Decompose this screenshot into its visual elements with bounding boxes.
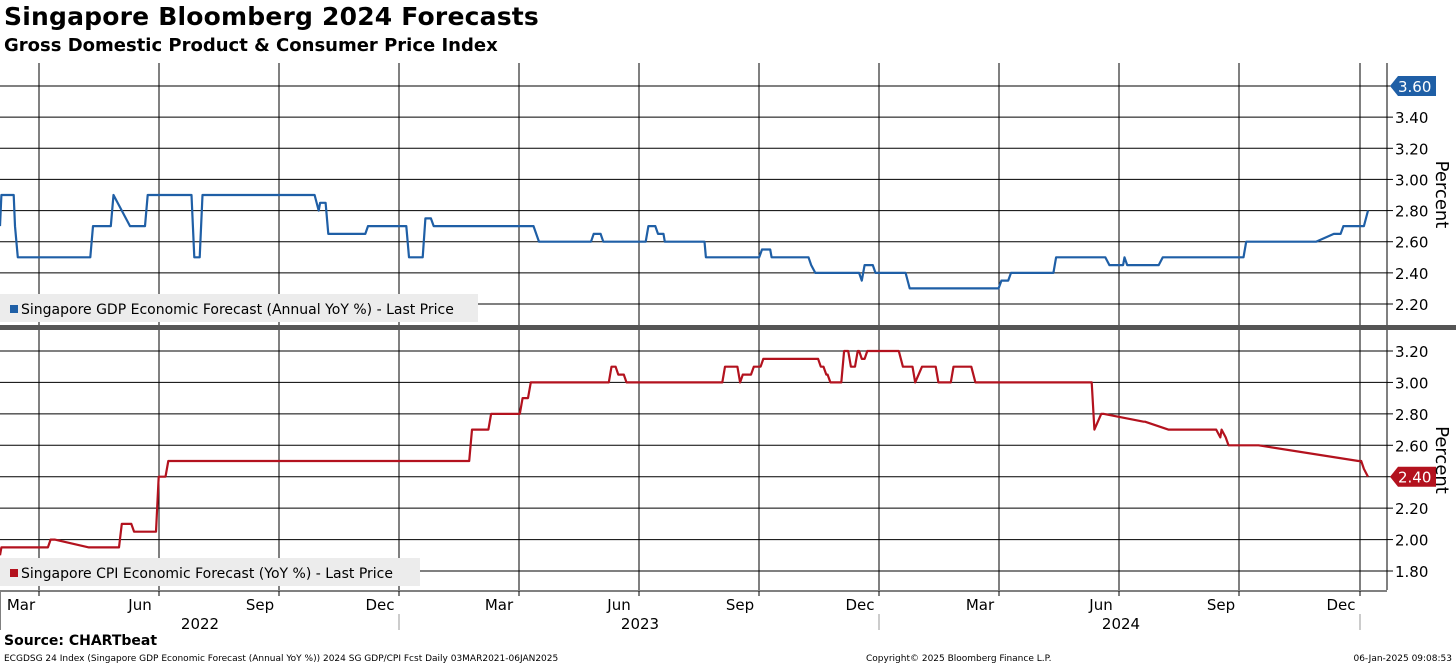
- gdp-legend-label: Singapore GDP Economic Forecast (Annual …: [21, 302, 454, 318]
- y-tick-label: 1.80: [1395, 563, 1428, 581]
- y-tick-label: 3.00: [1395, 171, 1428, 189]
- y-tick-label: 2.00: [1395, 532, 1428, 550]
- x-year-label: 2022: [181, 615, 219, 630]
- y-tick-label: 3.40: [1395, 109, 1428, 127]
- y-tick-label: 2.40: [1395, 265, 1428, 283]
- x-month-label: Jun: [606, 596, 630, 614]
- footer-copyright: Copyright© 2025 Bloomberg Finance L.P.: [866, 654, 1052, 664]
- x-month-label: Jun: [127, 596, 151, 614]
- y-tick-label: 2.80: [1395, 203, 1428, 221]
- x-month-label: Mar: [485, 596, 514, 614]
- y-tick-label: 2.60: [1395, 437, 1428, 455]
- y-tick-label: 3.20: [1395, 343, 1428, 361]
- gdp-legend-swatch: [10, 305, 18, 313]
- y-axis-label: Percent: [1431, 161, 1452, 229]
- y-axis-label: Percent: [1431, 426, 1452, 494]
- source-note: Source: CHARTbeat: [4, 633, 158, 649]
- x-month-label: Jun: [1088, 596, 1112, 614]
- cpi-last-value-tag: [1390, 466, 1436, 487]
- x-month-label: Sep: [246, 596, 274, 614]
- x-month-label: Dec: [365, 596, 394, 614]
- chart-title: Singapore Bloomberg 2024 Forecasts: [4, 2, 540, 31]
- cpi-legend-swatch: [10, 569, 18, 577]
- chart-subtitle: Gross Domestic Product & Consumer Price …: [4, 35, 498, 56]
- panel-divider: [0, 325, 1456, 330]
- gdp-legend-box: [0, 294, 478, 322]
- cpi-last-value-label: 2.40: [1398, 469, 1431, 487]
- frame-layer: [0, 63, 1456, 630]
- gdp-last-value-label: 3.60: [1398, 78, 1431, 96]
- grid-layer: [0, 63, 1387, 590]
- x-month-label: Mar: [966, 596, 995, 614]
- x-month-label: Sep: [1207, 596, 1235, 614]
- y-tick-label: 2.80: [1395, 406, 1428, 424]
- x-month-label: Mar: [7, 596, 36, 614]
- y-tick-label: 2.20: [1395, 296, 1428, 314]
- x-month-label: Sep: [726, 596, 754, 614]
- chart-area: 2.20 2.40 2.60 2.80 3.00 3.20 3.40 3.60 Singapor…: [0, 63, 1456, 630]
- cpi-series-line: [0, 349, 1369, 556]
- x-month-label: Dec: [1326, 596, 1355, 614]
- footer-left: ECGDSG 24 Index (Singapore GDP Economic …: [4, 654, 559, 664]
- label-layer: 2.20 2.40 2.60 2.80 3.00 3.20 3.40 3.60 Singapor…: [0, 76, 1452, 630]
- y-tick-label: 3.00: [1395, 374, 1428, 392]
- x-year-label: 2023: [621, 615, 659, 630]
- gdp-last-value-tag: [1390, 76, 1436, 96]
- cpi-legend-label: Singapore CPI Economic Forecast (YoY %) …: [21, 566, 393, 582]
- x-year-label: 2024: [1102, 615, 1140, 630]
- gdp-series-line: [0, 193, 1370, 290]
- footer-timestamp: 06-Jan-2025 09:08:53: [1353, 654, 1452, 664]
- y-tick-label: 2.20: [1395, 500, 1428, 518]
- y-tick-label: 2.60: [1395, 234, 1428, 252]
- series-layer: [0, 193, 1370, 556]
- x-month-label: Dec: [845, 596, 874, 614]
- y-tick-label: 3.20: [1395, 140, 1428, 158]
- cpi-legend-box: [0, 558, 420, 586]
